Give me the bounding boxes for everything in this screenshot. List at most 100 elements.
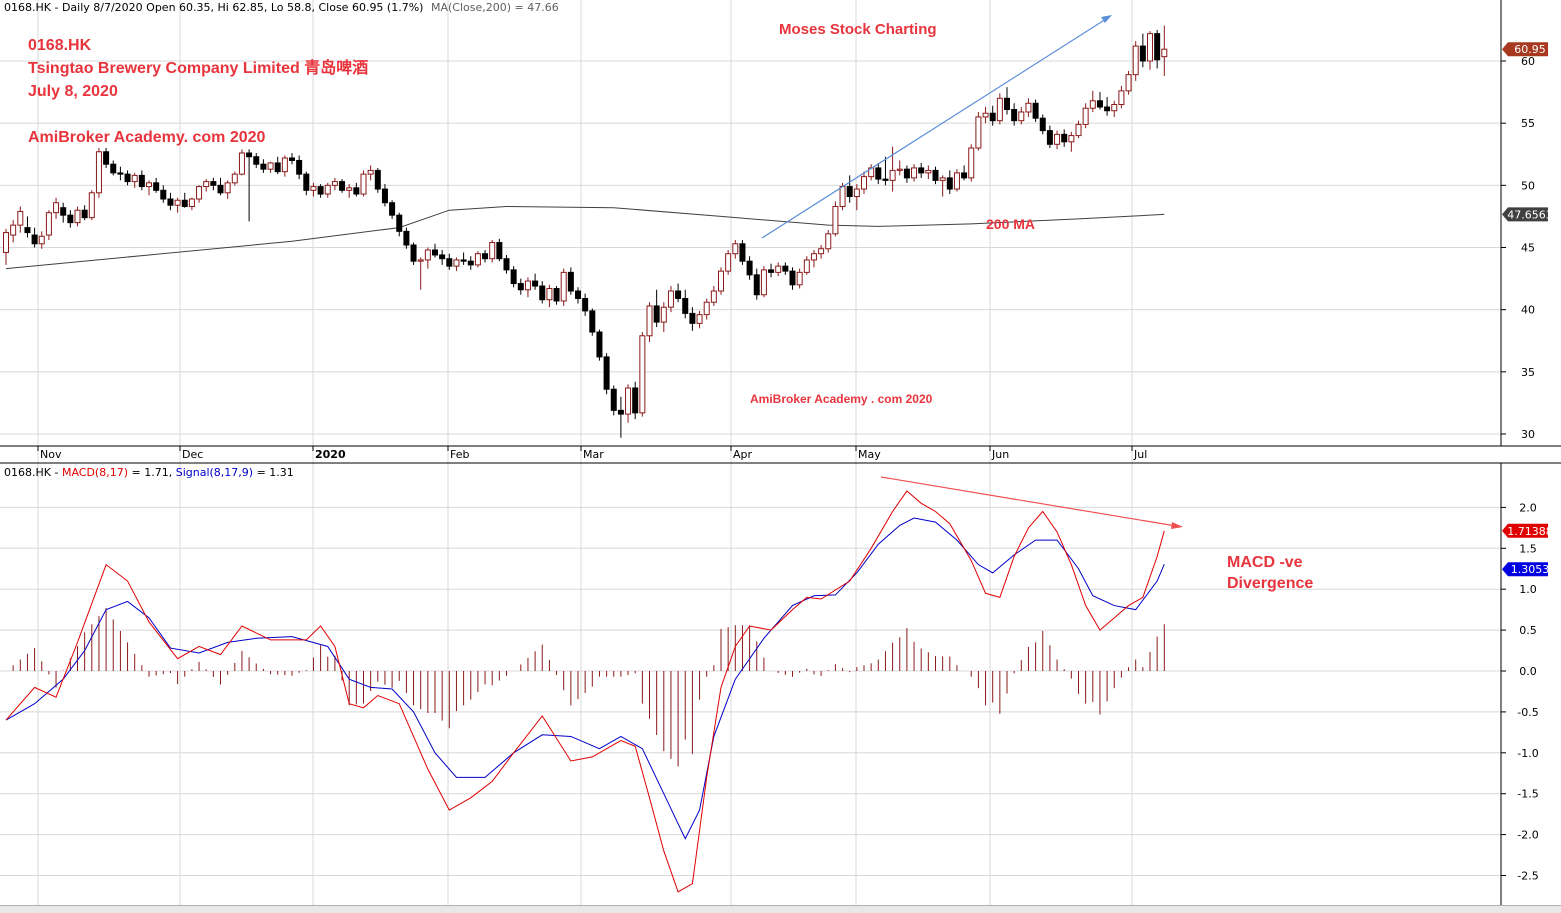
candle bbox=[746, 256, 753, 280]
candle bbox=[24, 216, 31, 238]
annotation-watermark-top: AmiBroker Academy. com 2020 bbox=[28, 129, 266, 146]
candle bbox=[789, 267, 796, 290]
macd-tick-label: 0.5 bbox=[1519, 624, 1537, 637]
candle bbox=[496, 238, 503, 262]
uptrend-arrow bbox=[761, 15, 1112, 239]
candle bbox=[753, 268, 760, 300]
candle bbox=[882, 156, 889, 186]
candle bbox=[274, 156, 281, 175]
candle bbox=[153, 177, 160, 193]
candle bbox=[53, 197, 60, 219]
candle bbox=[210, 177, 217, 191]
candle bbox=[646, 302, 653, 342]
candle bbox=[138, 170, 145, 191]
candle bbox=[968, 144, 975, 182]
candle bbox=[903, 165, 910, 183]
price-tick-label: 30 bbox=[1521, 428, 1535, 441]
candle bbox=[482, 249, 489, 263]
candle bbox=[1061, 129, 1068, 147]
candle bbox=[453, 257, 460, 272]
candle bbox=[696, 310, 703, 329]
candle bbox=[489, 240, 496, 263]
macd-divergence-arrow bbox=[880, 476, 1183, 529]
candle bbox=[589, 308, 596, 336]
candle bbox=[203, 179, 210, 192]
candle bbox=[446, 253, 453, 270]
candle bbox=[546, 284, 553, 308]
candle bbox=[939, 175, 946, 197]
price-header: 0168.HK - Daily 8/7/2020 Open 60.35, Hi … bbox=[4, 1, 559, 14]
candle bbox=[617, 396, 624, 438]
candle bbox=[74, 206, 81, 227]
candle bbox=[524, 277, 531, 298]
month-tick-label: 2020 bbox=[315, 448, 346, 461]
candle bbox=[818, 245, 825, 259]
price-tick-label: 45 bbox=[1521, 242, 1535, 255]
candle bbox=[381, 184, 388, 207]
macd-line bbox=[5, 490, 1165, 893]
candle bbox=[575, 287, 581, 304]
candle bbox=[174, 197, 181, 213]
candle bbox=[1068, 131, 1075, 152]
candle bbox=[331, 177, 338, 191]
annotation-ticker: 0168.HK bbox=[28, 37, 92, 54]
macd-tick-label: -2.0 bbox=[1517, 829, 1538, 842]
ma200-badge: 47.6563 bbox=[1502, 207, 1553, 222]
macd-tick-label: 1.0 bbox=[1519, 583, 1537, 596]
candle bbox=[17, 206, 24, 233]
signal-line bbox=[5, 517, 1165, 840]
candle bbox=[246, 149, 253, 222]
candle bbox=[339, 179, 346, 193]
candle bbox=[346, 184, 353, 198]
candle bbox=[567, 267, 574, 295]
macd-header: 0168.HK - MACD(8,17) = 1.71, Signal(8,17… bbox=[4, 466, 294, 479]
candle bbox=[768, 263, 775, 278]
candle bbox=[439, 249, 446, 265]
candle bbox=[718, 267, 724, 295]
candle bbox=[653, 289, 660, 328]
candle bbox=[596, 329, 603, 361]
candle bbox=[782, 262, 789, 275]
candle bbox=[532, 273, 539, 290]
month-tick-label: Mar bbox=[583, 448, 604, 461]
candle bbox=[424, 247, 431, 269]
svg-text:1.71388: 1.71388 bbox=[1507, 525, 1553, 538]
annotation-company: Tsingtao Brewery Company Limited 青岛啤酒 bbox=[28, 58, 368, 77]
candle bbox=[3, 228, 9, 265]
annotation-divergence-line1: MACD -ve bbox=[1227, 554, 1303, 571]
macd-lines-layer bbox=[5, 490, 1165, 893]
candle bbox=[996, 93, 1003, 125]
candles-layer bbox=[3, 25, 1168, 438]
candle bbox=[603, 353, 610, 395]
candle bbox=[124, 170, 131, 186]
horizontal-scrollbar[interactable] bbox=[0, 905, 1561, 913]
svg-text:60.95: 60.95 bbox=[1514, 43, 1546, 56]
ma200-layer bbox=[5, 205, 1165, 270]
candle bbox=[1111, 100, 1118, 117]
svg-text:1.3053: 1.3053 bbox=[1511, 563, 1550, 576]
candle bbox=[281, 155, 288, 177]
candle bbox=[510, 266, 517, 288]
candle bbox=[703, 298, 710, 320]
candle bbox=[911, 164, 918, 182]
candle bbox=[410, 242, 417, 265]
candle bbox=[1096, 92, 1103, 110]
month-tick-label: Jul bbox=[1133, 448, 1147, 461]
candle bbox=[31, 227, 38, 248]
candle bbox=[832, 201, 839, 237]
macd-value: = 1.71, bbox=[128, 466, 176, 479]
candle bbox=[146, 180, 152, 196]
candle bbox=[403, 227, 410, 249]
month-tick-label: Apr bbox=[733, 448, 753, 461]
candle bbox=[925, 165, 932, 180]
annotation-divergence-line2: Divergence bbox=[1227, 575, 1313, 592]
candle bbox=[1075, 120, 1082, 139]
candle bbox=[88, 190, 95, 221]
candle bbox=[324, 182, 331, 198]
macd-value-badge: 1.71388 bbox=[1502, 523, 1553, 538]
candle bbox=[796, 268, 803, 289]
candle bbox=[217, 177, 224, 196]
candle bbox=[10, 220, 17, 243]
candle bbox=[989, 105, 996, 126]
svg-text:47.6563: 47.6563 bbox=[1507, 208, 1553, 221]
